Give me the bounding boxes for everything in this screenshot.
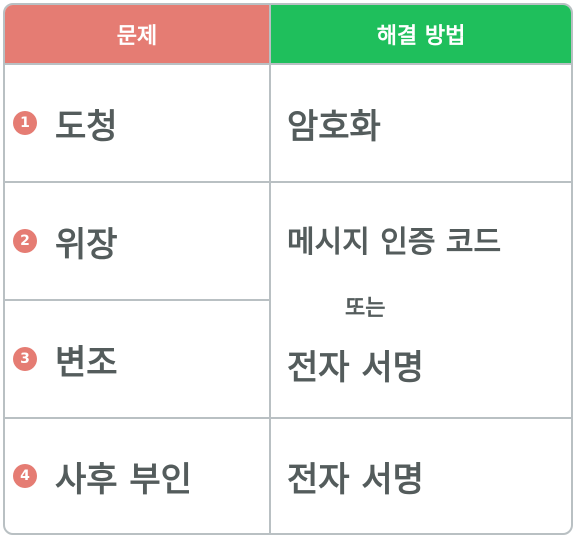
number-badge: 4 [13, 464, 37, 488]
solution-header-label: 해결 방법 [376, 24, 466, 49]
solution-cell-2-or: 또는 [345, 290, 385, 322]
number-badge: 3 [13, 347, 37, 371]
problem-cell-2: 2 위장 [13, 183, 118, 299]
solution-cell-2-line1: 메시지 인증 코드 [287, 217, 501, 261]
number-badge: 1 [13, 111, 37, 135]
problem-header-label: 문제 [116, 24, 158, 49]
column-divider [269, 5, 271, 533]
number-badge: 2 [13, 229, 37, 253]
solution-cell-3: 전자 서명 [287, 419, 424, 533]
row-divider-2 [5, 299, 269, 301]
problem-label: 변조 [55, 342, 118, 383]
row-divider-1 [5, 181, 571, 183]
solution-label: 암호화 [287, 106, 381, 147]
problem-label: 위장 [55, 224, 118, 265]
problem-label: 도청 [55, 106, 118, 147]
problem-header: 문제 [5, 5, 269, 63]
solution-header: 해결 방법 [271, 5, 571, 63]
problem-cell-4: 4 사후 부인 [13, 419, 192, 533]
solution-cell-2-line2: 전자 서명 [287, 340, 424, 389]
problem-label: 사후 부인 [55, 459, 192, 500]
solution-label: 메시지 인증 코드 [287, 225, 502, 260]
problem-cell-3: 3 변조 [13, 301, 118, 417]
solution-label: 전자 서명 [287, 348, 424, 388]
problem-cell-1: 1 도청 [13, 65, 118, 181]
problem-solution-table: 문제 해결 방법 1 도청 2 위장 3 변조 4 사후 부인 암호화 메시지 … [3, 3, 573, 535]
header-divider [5, 63, 571, 65]
solution-label: 전자 서명 [287, 459, 424, 500]
solution-cell-1: 암호화 [287, 65, 381, 181]
or-label: 또는 [345, 296, 386, 321]
row-divider-3 [5, 417, 571, 419]
